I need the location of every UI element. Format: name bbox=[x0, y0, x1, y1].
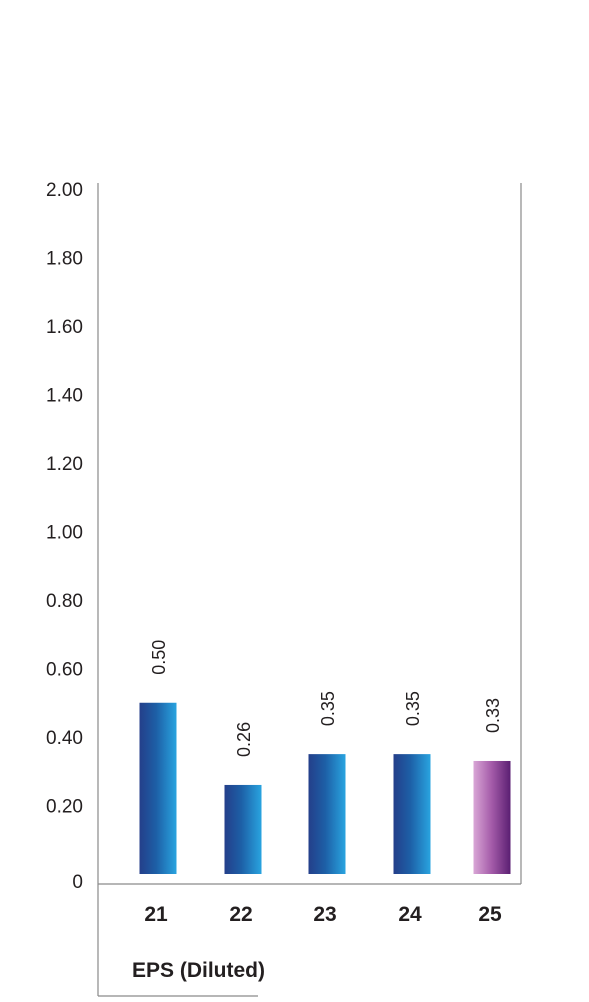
bar-22 bbox=[224, 784, 262, 874]
y-tick-label: 1.80 bbox=[46, 249, 83, 270]
y-tick-label: 0 bbox=[72, 872, 83, 893]
y-tick-label: 0.80 bbox=[46, 591, 83, 612]
bar-23 bbox=[308, 754, 346, 874]
x-axis-categories: 21 22 23 24 25 bbox=[144, 903, 502, 926]
y-tick-label: 1.60 bbox=[46, 317, 83, 338]
y-tick-label: 1.40 bbox=[46, 386, 83, 407]
y-tick-label: 0.20 bbox=[46, 797, 83, 818]
y-tick-label: 0.60 bbox=[46, 660, 83, 681]
y-axis-ticks: 0 0.20 0.40 0.60 0.80 1.00 1.20 1.40 1.60 1.80 2.0… bbox=[46, 180, 83, 893]
x-category-label: 25 bbox=[478, 903, 502, 926]
bar-value-label: 0.33 bbox=[483, 698, 503, 733]
bar-value-label: 0.35 bbox=[318, 691, 338, 726]
bar-25 bbox=[473, 760, 511, 874]
bar-value-label: 0.50 bbox=[149, 640, 169, 675]
axes bbox=[97, 183, 522, 997]
bar-value-label: 0.26 bbox=[234, 722, 254, 757]
x-category-label: 21 bbox=[144, 903, 168, 926]
bar-value-label: 0.35 bbox=[403, 691, 423, 726]
chart-title: EPS (Diluted) bbox=[132, 959, 265, 982]
x-category-label: 24 bbox=[398, 903, 422, 926]
x-category-label: 23 bbox=[313, 903, 336, 926]
y-tick-label: 1.00 bbox=[46, 523, 83, 544]
bar-21 bbox=[139, 702, 177, 874]
x-category-label: 22 bbox=[229, 903, 252, 926]
y-tick-label: 0.40 bbox=[46, 728, 83, 749]
bar-24 bbox=[393, 754, 431, 874]
value-labels: 0.50 0.26 0.35 0.35 0.33 bbox=[149, 640, 503, 757]
bars bbox=[139, 702, 511, 874]
y-tick-label: 1.20 bbox=[46, 454, 83, 475]
y-tick-label: 2.00 bbox=[46, 180, 83, 201]
